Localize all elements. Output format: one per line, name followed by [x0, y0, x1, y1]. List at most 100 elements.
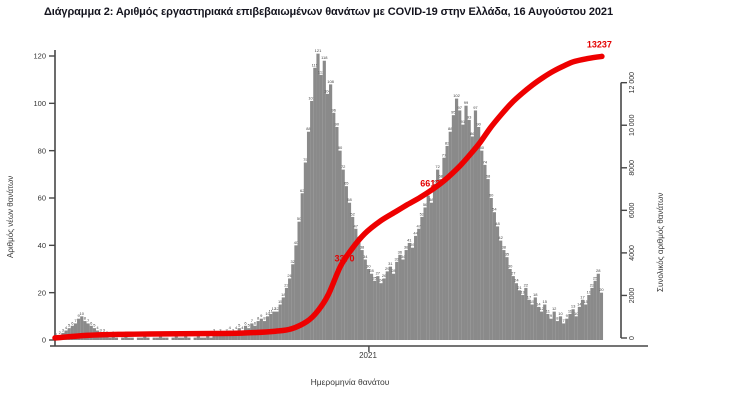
bar-value-label: 4 — [235, 325, 238, 330]
bar-value-label: 91 — [461, 119, 466, 124]
bar — [124, 335, 128, 340]
bar — [426, 195, 430, 340]
bar — [284, 287, 289, 340]
bar-value-label: 7 — [87, 318, 90, 323]
bar — [121, 337, 125, 340]
bar-value-label: 74 — [483, 159, 488, 164]
bar — [162, 337, 166, 340]
bar — [152, 337, 156, 340]
bar-value-label: 104 — [324, 88, 331, 93]
bar-value-label: 48 — [495, 221, 500, 226]
bar-value-label: 32 — [291, 259, 296, 264]
bar-value-label: 6 — [71, 320, 74, 325]
left-y-axis-tick-label: 80 — [38, 146, 46, 155]
bar-value-label: 31 — [388, 261, 393, 266]
bar — [174, 335, 178, 340]
bar — [171, 337, 175, 340]
bar — [423, 207, 427, 340]
bar — [596, 273, 600, 340]
bar — [499, 240, 503, 340]
bar-value-label: 99 — [464, 100, 469, 105]
bar-value-label: 118 — [321, 55, 328, 60]
bar — [316, 53, 320, 340]
bar — [366, 268, 370, 340]
bar-value-label: 13 — [571, 304, 576, 309]
bar — [505, 257, 509, 340]
bar — [530, 304, 534, 340]
bar — [414, 235, 418, 340]
bar-value-label: 3 — [232, 327, 235, 332]
bar — [429, 202, 433, 340]
bar — [555, 321, 559, 340]
bar — [511, 276, 515, 340]
bar-value-label: 15 — [530, 299, 535, 304]
bar — [328, 84, 333, 341]
bar — [461, 124, 465, 340]
bar — [325, 93, 330, 341]
bar — [351, 216, 355, 340]
bar — [527, 299, 531, 340]
bar-value-label: 9 — [566, 313, 569, 318]
bar — [199, 337, 204, 340]
bar-value-label: 27 — [376, 271, 381, 276]
bar-value-label: 14 — [536, 301, 541, 306]
bar-value-label: 80 — [338, 145, 343, 150]
bar-value-label: 102 — [453, 93, 460, 98]
bar — [180, 337, 185, 340]
bar-value-label: 7 — [251, 318, 254, 323]
bar-value-label: 7 — [563, 318, 566, 323]
bar-value-label: 28 — [596, 268, 601, 273]
bar — [568, 313, 572, 340]
bar — [517, 290, 522, 340]
bar — [83, 321, 87, 340]
bar — [136, 337, 141, 340]
bar-value-label: 11 — [546, 308, 551, 313]
bar — [369, 273, 374, 340]
bar — [451, 115, 456, 340]
left-y-axis-title: Αριθμός νέων θανάτων — [6, 175, 15, 258]
bar — [146, 337, 150, 340]
bar-value-label: 88 — [306, 126, 311, 131]
bar — [382, 278, 386, 340]
bar — [177, 337, 182, 340]
left-y-axis-tick-label: 100 — [33, 99, 46, 108]
bar — [73, 323, 78, 340]
bar-value-label: 12 — [539, 306, 544, 311]
bar — [417, 228, 421, 340]
bar — [291, 264, 295, 340]
bar — [454, 98, 459, 340]
bar — [77, 318, 81, 340]
bar — [448, 131, 452, 340]
bar — [442, 157, 446, 340]
left-y-axis-tick-label: 40 — [38, 241, 46, 250]
bar — [338, 150, 342, 340]
bar-value-label: 30 — [366, 263, 371, 268]
bar — [105, 335, 109, 340]
bar-value-label: 41 — [407, 237, 412, 242]
bar — [221, 335, 226, 340]
bar — [376, 276, 380, 340]
bar — [540, 311, 544, 340]
bar-value-label: 3 — [100, 327, 103, 332]
bar — [143, 335, 147, 340]
bar — [193, 337, 197, 340]
bar-value-label: 12 — [552, 306, 557, 311]
bar-value-label: 15 — [543, 299, 548, 304]
bar-value-label: 20 — [599, 287, 604, 292]
bar — [401, 259, 405, 340]
bar-value-label: 8 — [257, 316, 260, 321]
bar — [398, 254, 402, 340]
bar-value-label: 6 — [244, 320, 247, 325]
bar-value-label: 54 — [492, 207, 497, 212]
bar-value-label: 4 — [96, 325, 99, 330]
bar-value-label: 121 — [315, 48, 322, 53]
bar — [212, 332, 216, 340]
bar-value-label: 115 — [312, 62, 319, 67]
bar-value-label: 3 — [219, 327, 222, 332]
bar-value-label: 50 — [297, 216, 302, 221]
right-y-axis-tick-label: 0 — [629, 336, 636, 340]
bar-value-label: 95 — [451, 110, 456, 115]
bar — [565, 318, 569, 340]
bar-value-label: 1 — [55, 332, 58, 337]
